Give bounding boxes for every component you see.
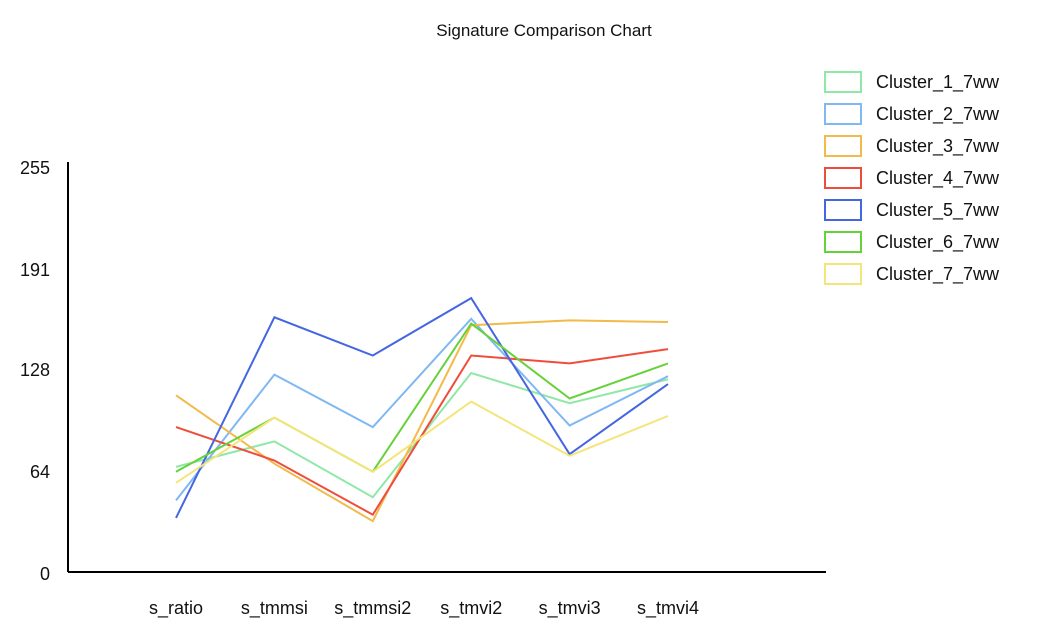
series-line-cluster-7-7ww (175, 400, 669, 484)
legend-swatch (824, 135, 862, 157)
legend-swatch (824, 231, 862, 253)
series-line-cluster-4-7ww (175, 348, 669, 517)
legend-swatch (824, 167, 862, 189)
legend-item: Cluster_2_7ww (824, 103, 1000, 125)
legend-item: Cluster_6_7ww (824, 231, 1000, 253)
legend-item: Cluster_4_7ww (824, 167, 1000, 189)
legend-item: Cluster_5_7ww (824, 199, 1000, 221)
legend-item: Cluster_1_7ww (824, 71, 1000, 93)
legend-swatch (824, 199, 862, 221)
y-tick-label: 191 (20, 260, 50, 280)
series-line-cluster-2-7ww (175, 317, 669, 502)
legend: Cluster_1_7ww Cluster_2_7ww Cluster_3_7ww C… (824, 71, 1000, 285)
y-tick-label: 64 (30, 462, 50, 482)
series-line-cluster-6-7ww (175, 322, 669, 474)
legend-label: Cluster_5_7ww (876, 200, 1000, 221)
chart-title: Signature Comparison Chart (436, 21, 652, 40)
x-category-label: s_tmvi4 (637, 598, 699, 619)
y-tick-label: 255 (20, 158, 50, 178)
legend-item: Cluster_7_7ww (824, 263, 1000, 285)
legend-label: Cluster_4_7ww (876, 168, 1000, 189)
legend-label: Cluster_6_7ww (876, 232, 1000, 253)
legend-label: Cluster_2_7ww (876, 104, 1000, 125)
x-category-label: s_tmvi3 (539, 598, 601, 619)
legend-label: Cluster_3_7ww (876, 136, 1000, 157)
legend-swatch (824, 71, 862, 93)
series-line-cluster-3-7ww (175, 319, 669, 523)
y-tick-label: 128 (20, 360, 50, 380)
y-tick-label: 0 (40, 564, 50, 584)
series-lines (175, 296, 669, 523)
x-axis-categories: s_ratio s_tmmsi s_tmmsi2 s_tmvi2 s_tmvi3 s_tm… (149, 598, 699, 619)
legend-swatch (824, 263, 862, 285)
chart-axes (67, 162, 826, 573)
x-category-label: s_tmmsi (241, 598, 308, 619)
x-category-label: s_ratio (149, 598, 203, 619)
series-line-cluster-5-7ww (175, 296, 669, 519)
legend-item: Cluster_3_7ww (824, 135, 1000, 157)
y-axis-ticks: 0 64 128 191 255 (20, 158, 50, 584)
legend-label: Cluster_1_7ww (876, 72, 1000, 93)
x-category-label: s_tmmsi2 (334, 598, 411, 619)
x-category-label: s_tmvi2 (440, 598, 502, 619)
legend-swatch (824, 103, 862, 125)
legend-label: Cluster_7_7ww (876, 264, 1000, 285)
